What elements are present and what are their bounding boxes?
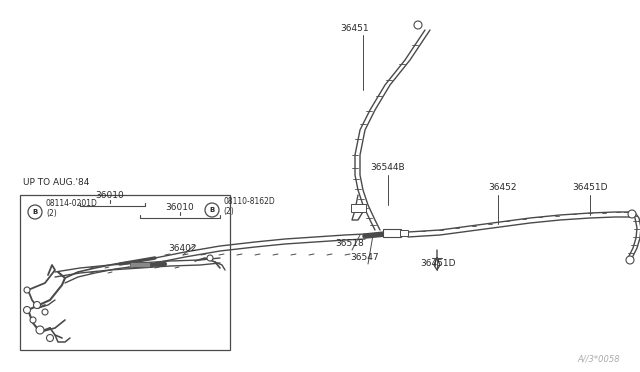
- Bar: [400, 230, 408, 236]
- Text: 36544B: 36544B: [370, 163, 404, 172]
- Text: UP TO AUG.'84: UP TO AUG.'84: [23, 178, 90, 187]
- Text: 36452: 36452: [488, 183, 516, 192]
- Text: 36518: 36518: [335, 239, 364, 248]
- Text: B: B: [209, 207, 214, 213]
- Circle shape: [30, 317, 36, 323]
- Bar: [351, 204, 366, 212]
- Text: A//3*0058: A//3*0058: [577, 355, 620, 364]
- Text: 08114-0201D: 08114-0201D: [46, 199, 98, 208]
- Circle shape: [628, 210, 636, 218]
- Text: 36010: 36010: [166, 203, 195, 212]
- Circle shape: [28, 205, 42, 219]
- Bar: [130, 262, 150, 267]
- Circle shape: [47, 334, 54, 341]
- Text: (2): (2): [223, 207, 234, 216]
- Text: 08110-8162D: 08110-8162D: [223, 197, 275, 206]
- Circle shape: [626, 256, 634, 264]
- Bar: [20, 195, 230, 350]
- Text: (2): (2): [46, 209, 57, 218]
- Circle shape: [207, 255, 213, 261]
- Bar: [383, 229, 401, 237]
- Circle shape: [24, 287, 30, 293]
- Text: 36547: 36547: [350, 253, 379, 262]
- Text: 36451D: 36451D: [420, 259, 456, 268]
- Text: 36451: 36451: [340, 24, 369, 33]
- Text: 36451D: 36451D: [572, 183, 607, 192]
- Text: 36402: 36402: [168, 244, 196, 253]
- Circle shape: [33, 301, 40, 308]
- Circle shape: [414, 21, 422, 29]
- Text: B: B: [33, 209, 38, 215]
- Circle shape: [36, 326, 44, 334]
- Circle shape: [42, 309, 48, 315]
- Text: 36010: 36010: [95, 191, 124, 200]
- Circle shape: [24, 307, 31, 314]
- Circle shape: [205, 203, 219, 217]
